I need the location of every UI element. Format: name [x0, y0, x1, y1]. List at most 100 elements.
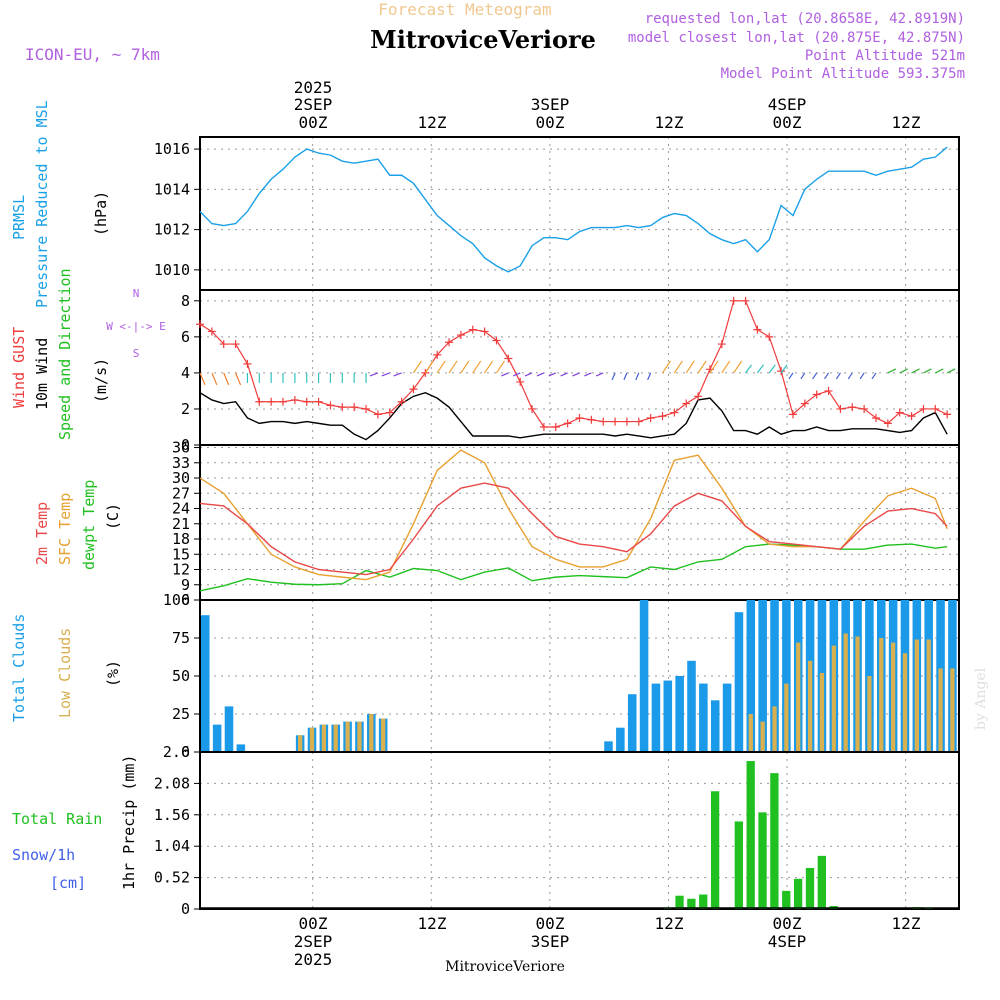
wind-arrow [412, 360, 422, 374]
gust-marker [753, 325, 762, 334]
precip-bar [699, 894, 708, 909]
sfc-temp-line [199, 449, 948, 581]
gust-marker [895, 408, 904, 417]
ytick-label: 2.6 [163, 743, 190, 761]
wind-arrow [199, 372, 206, 386]
gust-marker [433, 350, 442, 359]
footer-location: MitroviceVeriore [445, 959, 565, 975]
bottom-day3: 4SEP [768, 932, 807, 951]
gust-marker [456, 331, 465, 340]
forecast-title: Forecast Meteogram [378, 0, 551, 19]
ytick-label: 1012 [154, 221, 190, 239]
gust-marker [871, 413, 880, 422]
total-cloud-bar [734, 612, 744, 752]
top-tick-0: 00Z [299, 113, 328, 132]
ytick-label: 0 [181, 436, 190, 454]
gust-marker [231, 340, 240, 349]
gust-marker [516, 377, 525, 386]
total-cloud-bar [236, 744, 246, 752]
wind-arrow [824, 372, 830, 380]
gust-marker [338, 403, 347, 412]
top-tick-4: 00Z [773, 113, 802, 132]
wind-arrow [595, 372, 604, 377]
low-cloud-bar [843, 633, 848, 752]
bottom-tick-4: 00Z [773, 914, 802, 933]
wind-arrow [472, 360, 482, 374]
gust-marker [362, 404, 371, 413]
wind-arrow [721, 360, 731, 374]
low-cloud-bar [855, 636, 860, 752]
low-cloud-bar [381, 718, 386, 752]
panel-prmsl: 1010 1012 1014 1016 [154, 136, 960, 291]
ytick-label: 27 [172, 484, 190, 502]
wind-arrow [381, 372, 390, 377]
gust-marker [504, 354, 513, 363]
wind-arrow [800, 372, 806, 380]
model-altitude: Model Point Altitude 593.375m [721, 66, 965, 82]
low-cloud-bar [369, 714, 374, 752]
total-cloud-bar [782, 600, 791, 752]
gust-marker [279, 397, 288, 406]
gust-marker [243, 359, 252, 368]
low-cloud-bar [819, 672, 825, 752]
wind-arrow [635, 372, 640, 381]
gust-marker [385, 408, 394, 417]
precip-bar [817, 855, 826, 909]
gust-marker [421, 368, 430, 377]
top-year: 2025 [294, 78, 333, 97]
location-title: MitroviceVeriore [370, 25, 596, 54]
wind-arrow [733, 360, 743, 374]
ytick-label: 36 [172, 439, 190, 457]
closest-coords: model closest lon,lat (20.875E, 42.875N) [628, 30, 965, 46]
ytick-label: 6 [181, 591, 190, 609]
ytick-label: 15 [172, 545, 190, 563]
gust-marker [943, 410, 952, 419]
wind-10m-label: 10m Wind [33, 338, 51, 410]
ytick-label: 50 [172, 667, 190, 685]
ytick-label: 1014 [154, 180, 190, 198]
gust-marker [468, 325, 477, 334]
low-cloud-bar [748, 714, 753, 752]
low-cloud-bar [333, 724, 338, 752]
low-cloud-bar [902, 653, 908, 752]
wind-arrow [460, 360, 470, 374]
wind-10m-line [199, 391, 948, 441]
ytick-label: 12 [172, 561, 190, 579]
bottom-tick-5: 12Z [892, 914, 921, 933]
low-cloud-bar [772, 706, 777, 752]
wind-arrow [946, 368, 956, 374]
wind-arrow [768, 364, 776, 374]
gust-marker [694, 392, 703, 401]
wind-arrow [835, 372, 841, 380]
wind-arrow [899, 368, 908, 374]
precip-bar [687, 898, 696, 909]
gust-marker [812, 390, 821, 399]
ytick-label: 6 [181, 328, 190, 346]
low-cloud-bar [345, 721, 350, 752]
low-clouds-label: Low Clouds [56, 628, 74, 718]
ytick-label: 100 [163, 591, 190, 609]
gust-marker [575, 413, 584, 422]
wind-arrow [780, 364, 788, 374]
gust-marker [267, 397, 276, 406]
ytick-label: 1016 [154, 140, 190, 158]
low-cloud-bar [938, 668, 943, 752]
gust-marker [919, 404, 928, 413]
total-cloud-bar [604, 741, 613, 752]
panel-frame [199, 444, 960, 601]
pressure-line [199, 146, 948, 273]
gust-marker [836, 404, 845, 413]
gust-marker [907, 412, 916, 421]
total-cloud-bar [699, 683, 708, 752]
ytick-label: 0 [181, 900, 190, 918]
total-cloud-bar [627, 694, 637, 752]
bottom-day1: 2SEP [294, 932, 333, 951]
wind-arrow [647, 372, 652, 381]
requested-coords: requested lon,lat (20.8658E, 42.8919N) [645, 11, 965, 27]
precip-bar [675, 895, 684, 909]
wind-arrow [709, 360, 719, 374]
top-tick-2: 00Z [536, 113, 565, 132]
gust-marker [931, 404, 940, 413]
wind-arrow [223, 372, 230, 386]
bottom-tick-0: 00Z [299, 914, 328, 933]
